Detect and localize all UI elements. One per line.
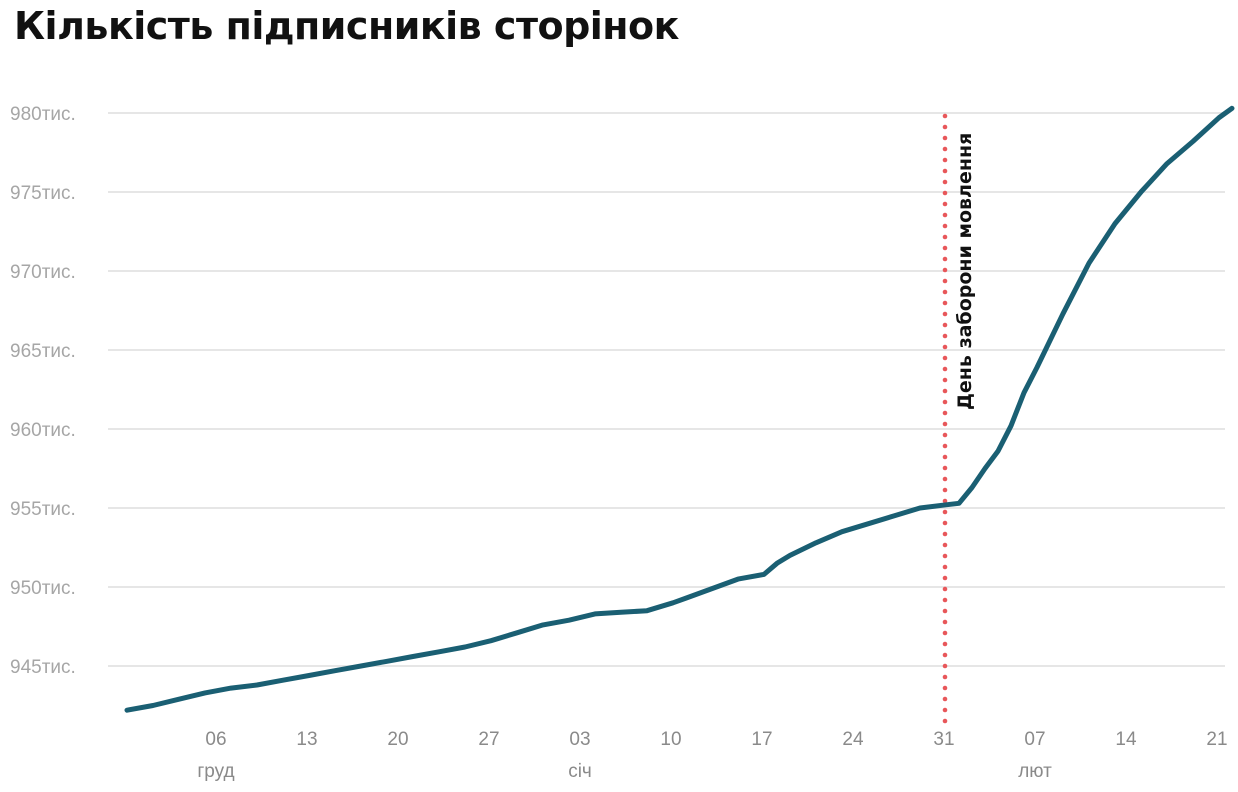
annotation-dot: [942, 146, 948, 152]
annotation-dot: [942, 663, 948, 669]
x-tick-label: 17: [751, 729, 772, 750]
x-tick-label: 03: [569, 729, 590, 750]
annotation-dot: [942, 168, 948, 174]
annotation-dot: [942, 256, 948, 262]
annotation-dot: [942, 509, 948, 515]
annotation-dot: [942, 190, 948, 196]
annotation-dot: [942, 135, 948, 141]
annotation-dot: [942, 542, 948, 548]
annotation-dot: [942, 278, 948, 284]
annotation-dot: [942, 707, 948, 713]
annotation-dot: [942, 520, 948, 526]
x-tick-label: 07: [1024, 729, 1045, 750]
x-axis-labels: 06 груд 13 20 27 03 січ 10 17 24 31 07 лют 14 21: [197, 729, 1227, 782]
annotation-dot: [942, 344, 948, 350]
annotation-dot: [942, 652, 948, 658]
annotation-dot: [942, 234, 948, 240]
x-tick-label: 14: [1115, 729, 1137, 750]
annotation-dot: [942, 641, 948, 647]
annotation-dot: [942, 465, 948, 471]
annotation-dot: [942, 311, 948, 317]
annotation-dot: [942, 267, 948, 273]
y-tick-label: 960тис.: [10, 420, 76, 441]
chart-title: Кількість підписників сторінок: [14, 4, 679, 48]
annotation-dot: [942, 113, 948, 119]
annotation-dot: [942, 212, 948, 218]
annotation-dot: [942, 179, 948, 185]
annotation-dot: [942, 410, 948, 416]
annotation-dot: [942, 388, 948, 394]
annotation-dot: [942, 685, 948, 691]
annotation-dot: [942, 355, 948, 361]
y-tick-label: 970тис.: [10, 262, 76, 283]
x-tick-label: 21: [1206, 729, 1227, 750]
annotation-dot: [942, 399, 948, 405]
annotation-label: День заборони мовлення: [954, 133, 976, 410]
annotation-dot: [942, 421, 948, 427]
x-month-label: лют: [1018, 761, 1052, 782]
annotation-dot: [942, 597, 948, 603]
annotation-dot: [942, 487, 948, 493]
annotation-dot: [942, 443, 948, 449]
x-tick-label: 31: [933, 729, 954, 750]
gridlines: [108, 112, 1225, 667]
annotation-dot: [942, 718, 948, 724]
annotation-dot: [942, 696, 948, 702]
annotation-dot: [942, 157, 948, 163]
y-tick-label: 955тис.: [10, 499, 76, 520]
y-tick-label: 980тис.: [10, 104, 76, 125]
annotation-dot: [942, 674, 948, 680]
annotation-dot: [942, 586, 948, 592]
annotation-dot: [942, 201, 948, 207]
annotation-dot: [942, 300, 948, 306]
x-month-label: груд: [197, 761, 234, 782]
x-tick-label: 10: [660, 729, 681, 750]
annotation-dot: [942, 531, 948, 537]
x-month-label: січ: [568, 761, 592, 782]
annotation-dot: [942, 476, 948, 482]
y-tick-label: 975тис.: [10, 183, 76, 204]
x-tick-label: 24: [842, 729, 864, 750]
annotation-dot: [942, 366, 948, 372]
annotation-dot: [942, 124, 948, 130]
annotation-dot: [942, 564, 948, 570]
annotation-dot: [942, 333, 948, 339]
x-tick-label: 13: [296, 729, 317, 750]
annotation-dot: [942, 377, 948, 383]
subscribers-line: [124, 105, 1235, 713]
annotation-dot: [942, 575, 948, 581]
x-tick-label: 20: [387, 729, 408, 750]
annotation-dot: [942, 619, 948, 625]
annotation-dot: [942, 608, 948, 614]
annotation-dot: [942, 498, 948, 504]
annotation-ban-day: День заборони мовлення: [942, 113, 976, 724]
y-axis-labels: 945тис. 950тис. 955тис. 960тис. 965тис. 970ти…: [10, 104, 76, 678]
annotation-dot: [942, 630, 948, 636]
annotation-dot: [942, 245, 948, 251]
x-tick-label: 27: [478, 729, 499, 750]
annotation-dot: [942, 289, 948, 295]
annotation-dot: [942, 432, 948, 438]
y-tick-label: 965тис.: [10, 341, 76, 362]
annotation-dot: [942, 454, 948, 460]
annotation-dot: [942, 322, 948, 328]
annotation-dot: [942, 553, 948, 559]
y-tick-label: 945тис.: [10, 657, 76, 678]
annotation-dot: [942, 223, 948, 229]
x-tick-label: 06: [205, 729, 226, 750]
y-tick-label: 950тис.: [10, 578, 76, 599]
